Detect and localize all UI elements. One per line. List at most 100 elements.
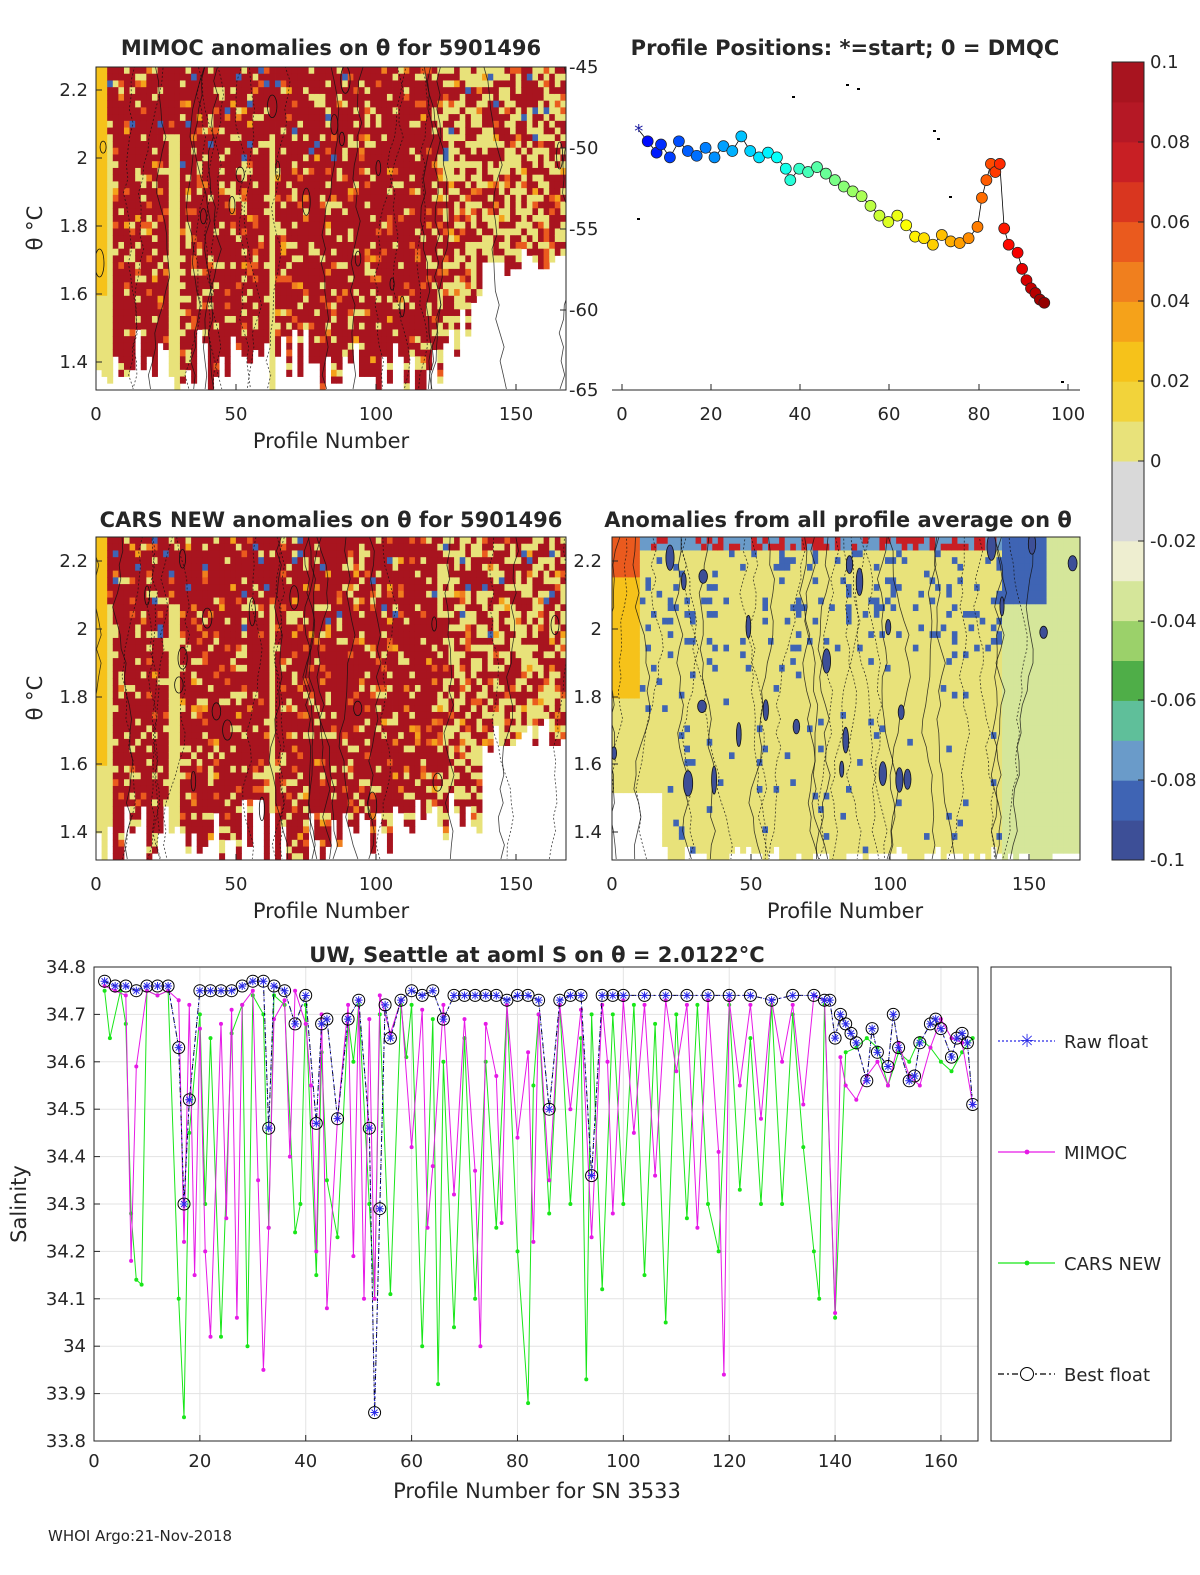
heatmap-cell bbox=[314, 315, 321, 324]
heatmap-cell bbox=[258, 584, 265, 592]
heatmap-cell bbox=[129, 100, 136, 108]
heatmap-cell bbox=[504, 87, 511, 95]
heatmap-cell bbox=[375, 201, 382, 209]
heatmap-cell bbox=[174, 275, 181, 283]
heatmap-cell bbox=[168, 208, 175, 216]
heatmap-cell bbox=[263, 289, 270, 297]
heatmap-cell bbox=[258, 772, 265, 780]
colorbar-tick-label: -0.08 bbox=[1150, 770, 1197, 791]
heatmap-cell bbox=[235, 671, 242, 679]
heatmap-cell bbox=[470, 295, 477, 303]
heatmap-cell bbox=[465, 161, 472, 169]
heatmap-cell bbox=[224, 725, 231, 733]
heatmap-cell bbox=[454, 255, 461, 263]
heatmap-cell bbox=[381, 309, 388, 317]
heatmap-cell bbox=[241, 336, 248, 344]
heatmap-cell bbox=[437, 289, 444, 297]
heatmap-cell bbox=[230, 711, 237, 720]
heatmap-cell bbox=[157, 685, 164, 693]
heatmap-cell bbox=[375, 383, 382, 390]
position-point bbox=[779, 162, 792, 175]
heatmap-cell bbox=[252, 201, 259, 209]
heatmap-cell bbox=[370, 127, 377, 135]
heatmap-cell bbox=[146, 114, 153, 122]
start-marker-icon: * bbox=[634, 121, 643, 142]
position-point bbox=[993, 158, 1006, 170]
heatmap-cell bbox=[230, 208, 237, 216]
heatmap-cell bbox=[263, 799, 270, 807]
heatmap-cell bbox=[297, 302, 304, 310]
heatmap-cell bbox=[291, 289, 298, 297]
heatmap-cell bbox=[560, 147, 566, 155]
heatmap-cell bbox=[146, 147, 153, 155]
heatmap-cell bbox=[476, 154, 483, 162]
heatmap-cell bbox=[448, 309, 455, 317]
heatmap-cell bbox=[112, 87, 119, 95]
heatmap-cell bbox=[101, 826, 108, 834]
heatmap-cell bbox=[140, 315, 147, 324]
heatmap-cell bbox=[291, 107, 298, 115]
heatmap-cell bbox=[129, 349, 136, 357]
mimoc-heatmap bbox=[96, 67, 566, 390]
heatmap-cell bbox=[101, 738, 108, 747]
heatmap-cell bbox=[459, 167, 466, 176]
heatmap-cell bbox=[219, 678, 226, 686]
heatmap-cell bbox=[157, 799, 164, 807]
heatmap-cell bbox=[168, 644, 175, 652]
heatmap-cell bbox=[146, 826, 153, 834]
heatmap-cell bbox=[179, 188, 186, 196]
heatmap-cell bbox=[375, 194, 382, 202]
heatmap-cell bbox=[224, 80, 231, 88]
heatmap-cell bbox=[420, 262, 427, 270]
heatmap-cell bbox=[364, 167, 371, 176]
heatmap-cell bbox=[263, 785, 270, 794]
heatmap-cell bbox=[263, 161, 270, 169]
heatmap-cell bbox=[123, 100, 130, 108]
heatmap-cell bbox=[224, 651, 231, 659]
heatmap-cell bbox=[398, 342, 405, 351]
heatmap-cell bbox=[381, 141, 388, 149]
heatmap-cell bbox=[101, 188, 108, 196]
heatmap-cell bbox=[476, 262, 483, 270]
heatmap-cell bbox=[543, 161, 550, 169]
heatmap-cell bbox=[129, 302, 136, 310]
heatmap-cell bbox=[386, 275, 393, 283]
heatmap-cell bbox=[308, 80, 315, 88]
heatmap-cell bbox=[230, 671, 237, 679]
heatmap-cell bbox=[459, 100, 466, 108]
heatmap-cell bbox=[174, 376, 181, 384]
heatmap-cell bbox=[403, 67, 410, 75]
heatmap-cell bbox=[118, 685, 125, 693]
heatmap-cell bbox=[247, 624, 254, 632]
heatmap-cell bbox=[331, 201, 337, 209]
heatmap-cell bbox=[101, 698, 108, 706]
heatmap-cell bbox=[247, 563, 254, 572]
heatmap-cell bbox=[96, 241, 102, 250]
heatmap-cell bbox=[235, 241, 242, 250]
heatmap-cell bbox=[185, 127, 192, 135]
heatmap-cell bbox=[370, 289, 377, 297]
heatmap-cell bbox=[409, 188, 416, 196]
heatmap-cell bbox=[252, 631, 259, 639]
heatmap-cell bbox=[331, 107, 337, 115]
heatmap-cell bbox=[247, 141, 254, 149]
heatmap-cell bbox=[151, 604, 158, 612]
heatmap-cell bbox=[510, 215, 517, 223]
heatmap-cell bbox=[409, 342, 416, 351]
heatmap-cell bbox=[196, 80, 203, 88]
heatmap-cell bbox=[235, 637, 242, 646]
heatmap-cell bbox=[331, 322, 337, 330]
heatmap-cell bbox=[185, 241, 192, 250]
heatmap-cell bbox=[135, 282, 142, 290]
heatmap-cell bbox=[230, 806, 237, 814]
heatmap-cell bbox=[146, 315, 153, 324]
heatmap-cell bbox=[157, 275, 164, 283]
heatmap-cell bbox=[515, 154, 522, 162]
colorbar-segment bbox=[1112, 141, 1144, 183]
heatmap-cell bbox=[252, 557, 259, 565]
heatmap-cell bbox=[347, 282, 354, 290]
heatmap-cell bbox=[168, 221, 175, 229]
heatmap-cell bbox=[263, 698, 270, 706]
heatmap-cell bbox=[230, 235, 237, 243]
heatmap-cell bbox=[118, 543, 125, 551]
